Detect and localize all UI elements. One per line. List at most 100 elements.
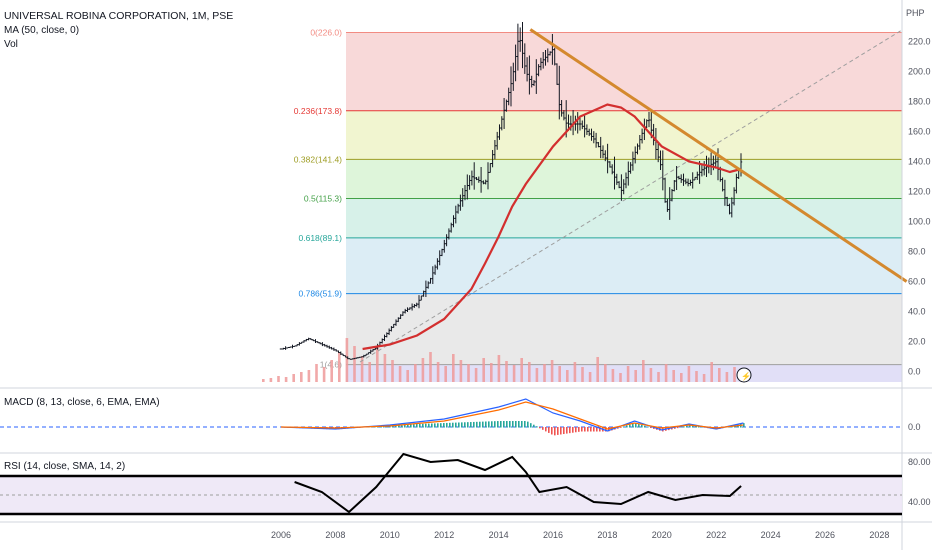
volume-bar bbox=[687, 366, 691, 382]
macd-histogram-bar bbox=[587, 427, 589, 432]
vol-legend: Vol bbox=[4, 39, 18, 50]
macd-histogram-bar bbox=[515, 421, 517, 428]
macd-histogram-bar bbox=[635, 423, 637, 428]
macd-histogram-bar bbox=[575, 427, 577, 433]
macd-histogram-bar bbox=[476, 421, 478, 428]
x-axis-tick-label: 2012 bbox=[434, 530, 454, 540]
macd-histogram-bar bbox=[545, 427, 547, 432]
rsi-line bbox=[294, 452, 742, 514]
volume-bar bbox=[330, 360, 333, 382]
macd-histogram-bar bbox=[506, 421, 508, 428]
y-axis-tick-label: 20.0 bbox=[908, 337, 926, 347]
moving-average-line bbox=[362, 103, 742, 351]
macd-histogram-bar bbox=[584, 427, 586, 432]
volume-bar bbox=[429, 352, 432, 382]
x-axis-tick-label: 2024 bbox=[761, 530, 781, 540]
macd-histogram-bar bbox=[557, 427, 559, 435]
x-axis-tick-label: 2014 bbox=[489, 530, 509, 540]
alert-bolt-glyph: ⚡ bbox=[741, 371, 751, 381]
macd-histogram-bar bbox=[695, 425, 697, 428]
macd-histogram-bar bbox=[578, 427, 580, 432]
fib-band bbox=[346, 198, 902, 238]
macd-histogram-bar bbox=[479, 421, 481, 428]
macd-histogram-bar bbox=[440, 423, 442, 428]
y-axis-tick-label: 80.0 bbox=[908, 247, 926, 257]
volume-bar bbox=[406, 370, 409, 382]
macd-histogram-bar bbox=[533, 424, 535, 428]
macd-histogram-bar bbox=[449, 422, 451, 428]
volume-bar bbox=[459, 360, 463, 382]
macd-histogram-bar bbox=[551, 427, 553, 435]
volume-bar bbox=[596, 357, 599, 382]
macd-histogram-bar bbox=[638, 424, 640, 428]
macd-histogram-bar bbox=[458, 422, 460, 428]
macd-histogram-bar bbox=[419, 423, 421, 428]
volume-bar bbox=[718, 368, 721, 382]
volume-bar bbox=[664, 364, 668, 382]
x-axis-tick-label: 2006 bbox=[271, 530, 291, 540]
macd-histogram-bar bbox=[452, 422, 454, 428]
macd-y-tick-label: 0.0 bbox=[908, 422, 921, 432]
macd-histogram-bar bbox=[395, 424, 397, 428]
macd-histogram-bar bbox=[644, 425, 646, 428]
rsi-legend: RSI (14, close, SMA, 14, 2) bbox=[4, 461, 126, 472]
volume-bar bbox=[292, 374, 295, 382]
macd-histogram-bar bbox=[455, 422, 457, 428]
macd-histogram-bar bbox=[485, 421, 487, 428]
macd-histogram-bar bbox=[542, 427, 544, 430]
macd-histogram-bar bbox=[563, 427, 565, 435]
macd-histogram-bar bbox=[572, 427, 574, 433]
macd-histogram-bar bbox=[425, 423, 427, 428]
y-axis-tick-label: 220.0 bbox=[908, 37, 931, 47]
volume-bar bbox=[307, 370, 311, 382]
volume-bar bbox=[383, 354, 387, 382]
macd-histogram-bar bbox=[521, 421, 523, 428]
macd-histogram-bar bbox=[446, 422, 448, 428]
fib-level-label: 0.618(89.1) bbox=[299, 233, 343, 243]
macd-histogram-bar bbox=[470, 422, 472, 428]
fib-level-label: 0.5(115.3) bbox=[304, 194, 342, 204]
x-axis-tick-label: 2020 bbox=[652, 530, 672, 540]
macd-histogram-bar bbox=[599, 427, 601, 432]
macd-histogram-bar bbox=[560, 427, 562, 435]
macd-histogram-bar bbox=[743, 423, 745, 428]
volume-bar bbox=[414, 364, 417, 382]
macd-signal-line bbox=[280, 401, 744, 430]
volume-bar bbox=[710, 362, 713, 382]
volume-bar bbox=[733, 367, 736, 382]
volume-bar bbox=[725, 372, 729, 382]
volume-bar bbox=[368, 362, 371, 382]
volume-bar bbox=[573, 362, 577, 382]
macd-histogram-bar bbox=[407, 424, 409, 428]
volume-bar bbox=[284, 377, 288, 382]
volume-bar bbox=[611, 369, 615, 382]
volume-bar bbox=[277, 376, 280, 382]
x-axis-tick-label: 2018 bbox=[597, 530, 617, 540]
macd-histogram-bar bbox=[518, 421, 520, 428]
volume-bar bbox=[300, 372, 303, 382]
fib-level-label: 0.236(173.8) bbox=[294, 106, 342, 116]
volume-bar bbox=[467, 364, 470, 382]
macd-histogram-bar bbox=[527, 421, 529, 428]
macd-histogram-bar bbox=[443, 423, 445, 428]
ma-legend: MA (50, close, 0) bbox=[4, 25, 80, 36]
macd-histogram-bar bbox=[428, 423, 430, 428]
volume-bar bbox=[535, 368, 539, 382]
rsi-y-tick-label: 40.00 bbox=[908, 497, 931, 507]
macd-histogram-bar bbox=[398, 424, 400, 428]
macd-histogram-bar bbox=[410, 424, 412, 428]
macd-histogram-bar bbox=[620, 427, 622, 428]
macd-histogram-bar bbox=[698, 426, 700, 428]
x-axis-tick-label: 2028 bbox=[869, 530, 889, 540]
y-axis-tick-label: 60.0 bbox=[908, 277, 926, 287]
y-axis-tick-label: 180.0 bbox=[908, 97, 931, 107]
volume-bar bbox=[482, 358, 485, 382]
macd-histogram-bar bbox=[590, 427, 592, 432]
macd-histogram-bar bbox=[431, 423, 433, 428]
volume-bar bbox=[353, 346, 356, 382]
macd-histogram-bar bbox=[632, 423, 634, 428]
macd-histogram-bar bbox=[683, 426, 685, 428]
trendline bbox=[529, 28, 908, 283]
macd-histogram-bar bbox=[623, 426, 625, 428]
macd-histogram-bar bbox=[464, 422, 466, 428]
